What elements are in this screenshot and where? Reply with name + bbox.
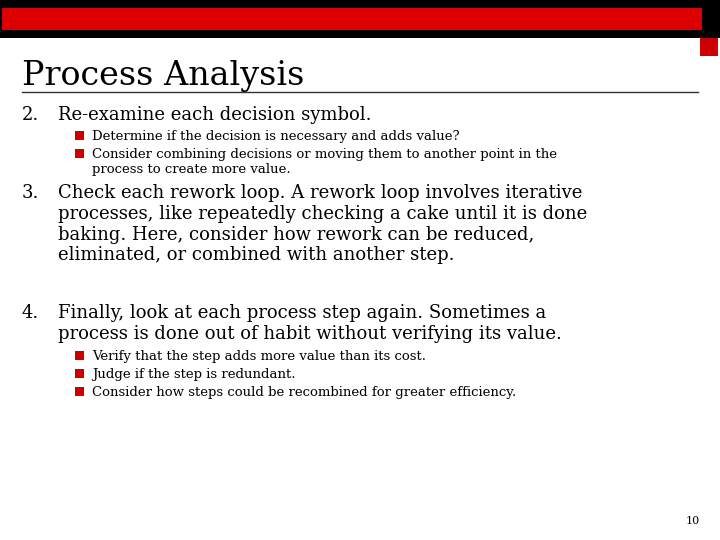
Bar <box>75 350 84 360</box>
Text: Finally, look at each process step again. Sometimes a
process is done out of hab: Finally, look at each process step again… <box>58 304 562 343</box>
Text: Consider combining decisions or moving them to another point in the
process to c: Consider combining decisions or moving t… <box>92 148 557 176</box>
Text: Process Analysis: Process Analysis <box>22 60 305 92</box>
Text: 2.: 2. <box>22 106 40 124</box>
Text: Determine if the decision is necessary and adds value?: Determine if the decision is necessary a… <box>92 130 459 143</box>
Bar <box>75 368 84 377</box>
Text: 3.: 3. <box>22 184 40 202</box>
Bar <box>75 387 84 395</box>
Text: 4.: 4. <box>22 304 40 322</box>
Text: Consider how steps could be recombined for greater efficiency.: Consider how steps could be recombined f… <box>92 386 516 399</box>
Bar <box>2 8 702 30</box>
Bar <box>700 38 718 56</box>
Text: Verify that the step adds more value than its cost.: Verify that the step adds more value tha… <box>92 350 426 363</box>
Bar <box>0 0 720 38</box>
Text: Re-examine each decision symbol.: Re-examine each decision symbol. <box>58 106 372 124</box>
Bar <box>75 131 84 139</box>
Text: Check each rework loop. A rework loop involves iterative
processes, like repeate: Check each rework loop. A rework loop in… <box>58 184 588 265</box>
Text: Judge if the step is redundant.: Judge if the step is redundant. <box>92 368 295 381</box>
Bar <box>75 148 84 158</box>
Text: 10: 10 <box>685 516 700 526</box>
